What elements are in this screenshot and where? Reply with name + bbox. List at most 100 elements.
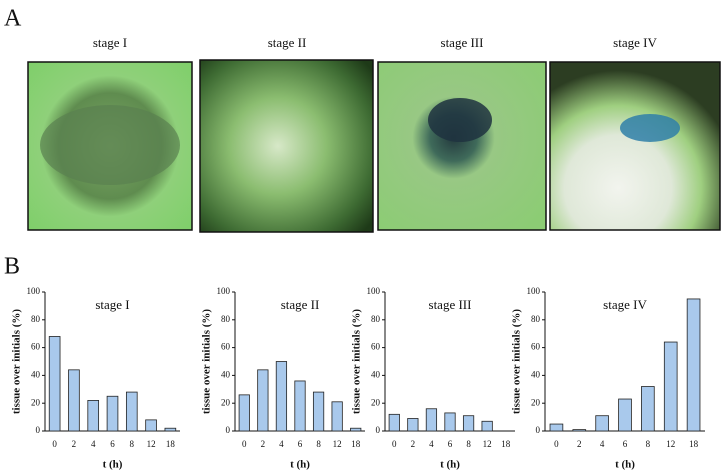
x-axis-label: t (h) [103, 459, 123, 471]
photo-label: stage II [268, 35, 307, 50]
y-tick-label: 80 [531, 314, 541, 324]
y-tick-label: 40 [371, 369, 381, 379]
y-tick-label: 0 [226, 425, 231, 435]
photo-label: stage I [93, 35, 127, 50]
y-tick-label: 20 [371, 397, 381, 407]
bar [68, 369, 80, 432]
x-tick-label: 12 [333, 439, 342, 449]
y-tick-label: 0 [376, 425, 381, 435]
chart-title: stage I [95, 297, 129, 312]
x-tick-label: 6 [623, 439, 628, 449]
bar [595, 415, 609, 432]
y-tick-label: 60 [531, 342, 541, 352]
y-tick-label: 100 [27, 286, 41, 296]
y-tick-label: 100 [217, 286, 231, 296]
y-tick-label: 100 [527, 286, 541, 296]
x-tick-label: 0 [242, 439, 247, 449]
x-tick-label: 18 [166, 439, 176, 449]
bar [549, 423, 564, 432]
y-tick-label: 20 [531, 397, 541, 407]
photo [549, 61, 721, 231]
x-tick-label: 4 [429, 439, 434, 449]
photo-detail [428, 98, 492, 142]
chart-title: stage IV [603, 297, 647, 312]
x-tick-label: 6 [298, 439, 303, 449]
x-tick-label: 12 [666, 439, 675, 449]
bar [106, 395, 119, 432]
bar [312, 391, 325, 432]
bar [481, 420, 493, 432]
bar [444, 412, 456, 432]
y-tick-label: 60 [31, 342, 41, 352]
y-tick-label: 20 [31, 397, 41, 407]
photo-detail [40, 105, 180, 185]
y-tick-label: 20 [221, 397, 231, 407]
y-tick-label: 100 [367, 286, 381, 296]
bar [686, 298, 701, 432]
bar [87, 400, 100, 432]
x-axis-label: t (h) [290, 459, 310, 471]
bar [238, 394, 250, 432]
x-tick-label: 8 [646, 439, 651, 449]
x-tick-label: 12 [147, 439, 156, 449]
x-tick-label: 12 [483, 439, 492, 449]
y-axis-label: tissue over initials (%) [11, 309, 23, 415]
y-axis-label: tissue over initials (%) [511, 309, 523, 415]
x-tick-label: 4 [600, 439, 605, 449]
y-axis-label: tissue over initials (%) [201, 309, 213, 415]
x-tick-label: 2 [261, 439, 266, 449]
bar [618, 398, 632, 432]
panel-label: B [4, 254, 20, 280]
photo-detail [620, 114, 680, 142]
x-tick-label: 6 [448, 439, 453, 449]
y-tick-label: 80 [221, 314, 231, 324]
y-tick-label: 40 [31, 369, 41, 379]
y-tick-label: 40 [531, 369, 541, 379]
y-tick-label: 40 [221, 369, 231, 379]
x-tick-label: 0 [554, 439, 559, 449]
bar [425, 408, 438, 432]
photo [377, 61, 547, 231]
bar [572, 429, 587, 432]
bar [294, 380, 306, 432]
bar [388, 413, 400, 432]
x-tick-label: 2 [577, 439, 582, 449]
y-tick-label: 80 [371, 314, 381, 324]
photo [199, 59, 374, 233]
x-axis-label: t (h) [440, 459, 460, 471]
y-tick-label: 80 [31, 314, 41, 324]
chart-title: stage III [429, 297, 472, 312]
y-tick-label: 0 [536, 425, 541, 435]
bar [48, 336, 61, 432]
y-tick-label: 60 [221, 342, 231, 352]
bar [331, 401, 343, 432]
bar [663, 341, 678, 432]
x-tick-label: 0 [392, 439, 397, 449]
bar [641, 386, 655, 432]
bar [462, 415, 475, 432]
x-tick-label: 2 [72, 439, 77, 449]
bar [257, 369, 269, 432]
y-tick-label: 0 [36, 425, 41, 435]
panel-label: A [4, 6, 22, 32]
bar [407, 418, 419, 432]
bar [164, 427, 177, 432]
x-tick-label: 18 [501, 439, 511, 449]
x-tick-label: 8 [130, 439, 135, 449]
x-tick-label: 4 [279, 439, 284, 449]
x-tick-label: 0 [52, 439, 57, 449]
x-tick-label: 18 [351, 439, 361, 449]
x-tick-label: 6 [110, 439, 115, 449]
bar [125, 391, 138, 432]
photo-label: stage IV [613, 35, 657, 50]
x-axis-label: t (h) [615, 459, 635, 471]
y-axis-label: tissue over initials (%) [351, 309, 363, 415]
bar [145, 419, 157, 432]
x-tick-label: 4 [91, 439, 96, 449]
bar [275, 361, 288, 432]
x-tick-label: 18 [689, 439, 699, 449]
x-tick-label: 2 [411, 439, 416, 449]
photo-label: stage III [441, 35, 484, 50]
x-tick-label: 8 [466, 439, 471, 449]
